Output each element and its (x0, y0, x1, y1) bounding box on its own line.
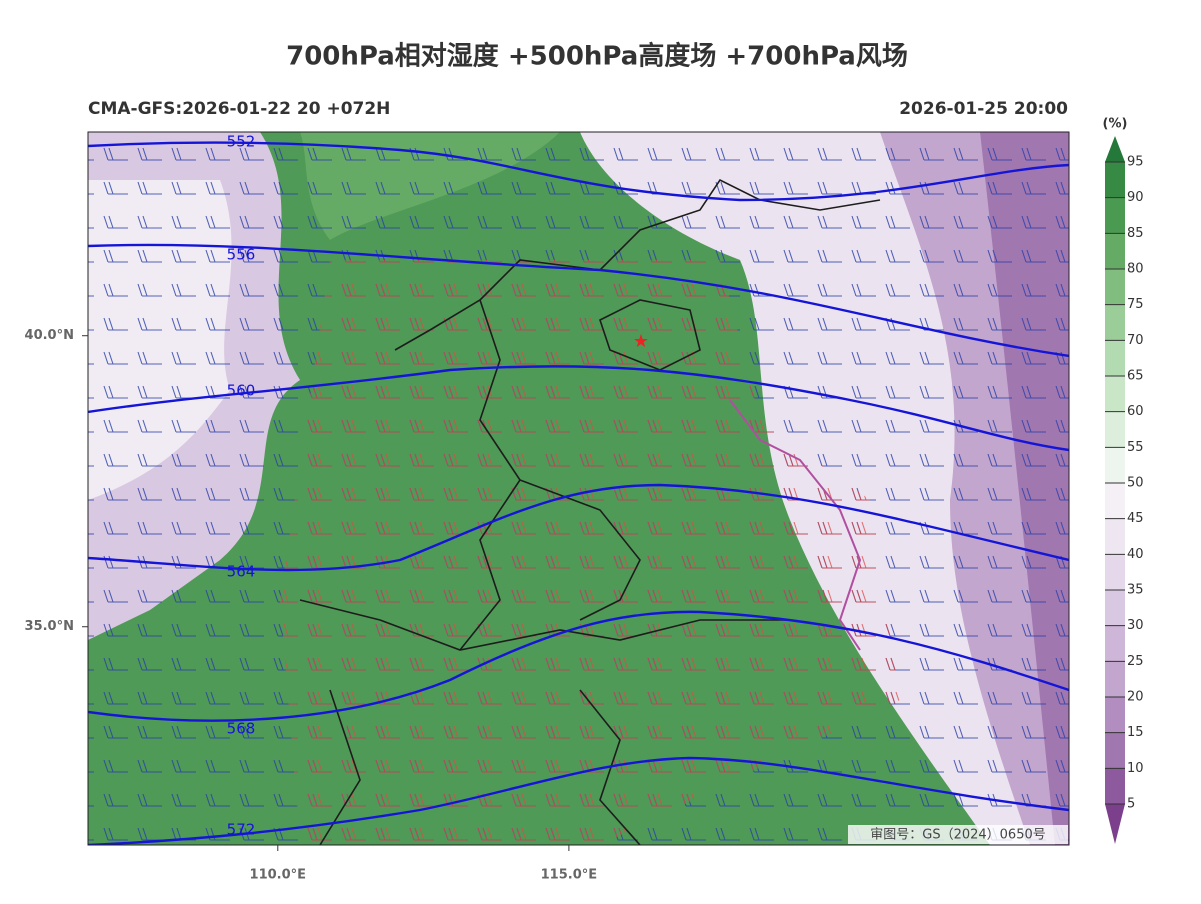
colorbar-tick-label: 80 (1127, 262, 1144, 277)
contour-label: 556 (227, 246, 256, 264)
colorbar-band (1105, 768, 1125, 804)
colorbar-band (1105, 697, 1125, 733)
height-contours (88, 141, 1069, 845)
colorbar-tick-label: 75 (1127, 297, 1144, 312)
contour-label: 572 (227, 821, 256, 839)
coastline (729, 399, 862, 651)
city-marker: ★ (633, 331, 649, 352)
colorbar-band (1105, 411, 1125, 448)
lon-tick-label: 110.0°E (250, 868, 307, 883)
colorbar-band (1105, 661, 1125, 697)
colorbar-tick-label: 55 (1127, 440, 1144, 455)
colorbar-band (1105, 197, 1125, 234)
run-info: CMA-GFS:2026-01-22 20 +072H (88, 99, 390, 119)
colorbar-band (1105, 625, 1125, 662)
colorbar-tick-label: 15 (1127, 725, 1144, 740)
lat-tick-label: 35.0°N (25, 619, 74, 634)
colorbar-tick-label: 65 (1127, 369, 1144, 384)
colorbar-band (1105, 233, 1125, 269)
colorbar-tick-label: 40 (1127, 547, 1144, 562)
axes: 110.0°E 115.0°E 40.0°N 35.0°N (25, 328, 598, 882)
colorbar-tick-label: 70 (1127, 333, 1144, 348)
colorbar-band (1105, 340, 1125, 376)
colorbar-band (1105, 447, 1125, 483)
colorbar-band (1105, 518, 1125, 555)
colorbar-tick-label: 25 (1127, 654, 1144, 669)
strong-wind-barbs (280, 260, 900, 845)
contour-labels: 552 556 560 564 568 572 (227, 133, 256, 839)
review-number: 审图号：GS（2024）0650号 (870, 828, 1046, 843)
colorbar-tick-label: 50 (1127, 476, 1144, 491)
lon-tick-label: 115.0°E (541, 868, 598, 883)
colorbar-unit: (%) (1103, 117, 1128, 132)
colorbar-band (1105, 304, 1125, 341)
colorbar-band (1105, 483, 1125, 519)
contour-label: 560 (227, 382, 256, 400)
colorbar-extend-low (1105, 804, 1125, 844)
colorbar-tick-label: 95 (1127, 155, 1144, 170)
colorbar-band (1105, 269, 1125, 305)
colorbar-tick-label: 20 (1127, 690, 1144, 705)
colorbar-tick-label: 45 (1127, 511, 1144, 526)
contour-label: 552 (227, 133, 256, 151)
colorbar-band (1105, 590, 1125, 626)
colorbar-band (1105, 162, 1125, 198)
map-field: ★ (88, 132, 1069, 845)
colorbar-tick-label: 10 (1127, 761, 1144, 776)
contour-label: 564 (227, 563, 256, 581)
review-box (848, 825, 1068, 844)
plot-frame (87, 131, 1070, 846)
colorbar-tick-label: 90 (1127, 190, 1144, 205)
title: 700hPa相对湿度 +500hPa高度场 +700hPa风场 (286, 41, 908, 72)
colorbar-band (1105, 376, 1125, 412)
colorbar-tick-label: 85 (1127, 226, 1144, 241)
contour-label: 568 (227, 720, 256, 738)
colorbar-band (1105, 554, 1125, 590)
colorbar-tick-label: 5 (1127, 797, 1135, 812)
colorbar-band (1105, 732, 1125, 769)
colorbar: 5 10 15 20 25 30 35 40 45 50 55 60 65 70 75 80 85 90 95 (1105, 136, 1144, 844)
colorbar-tick-label: 35 (1127, 583, 1144, 598)
colorbar-extend-high (1105, 136, 1125, 162)
colorbar-tick-label: 60 (1127, 404, 1144, 419)
valid-time: 2026-01-25 20:00 (899, 99, 1068, 119)
colorbar-tick-label: 30 (1127, 618, 1144, 633)
lat-tick-label: 40.0°N (25, 328, 74, 343)
